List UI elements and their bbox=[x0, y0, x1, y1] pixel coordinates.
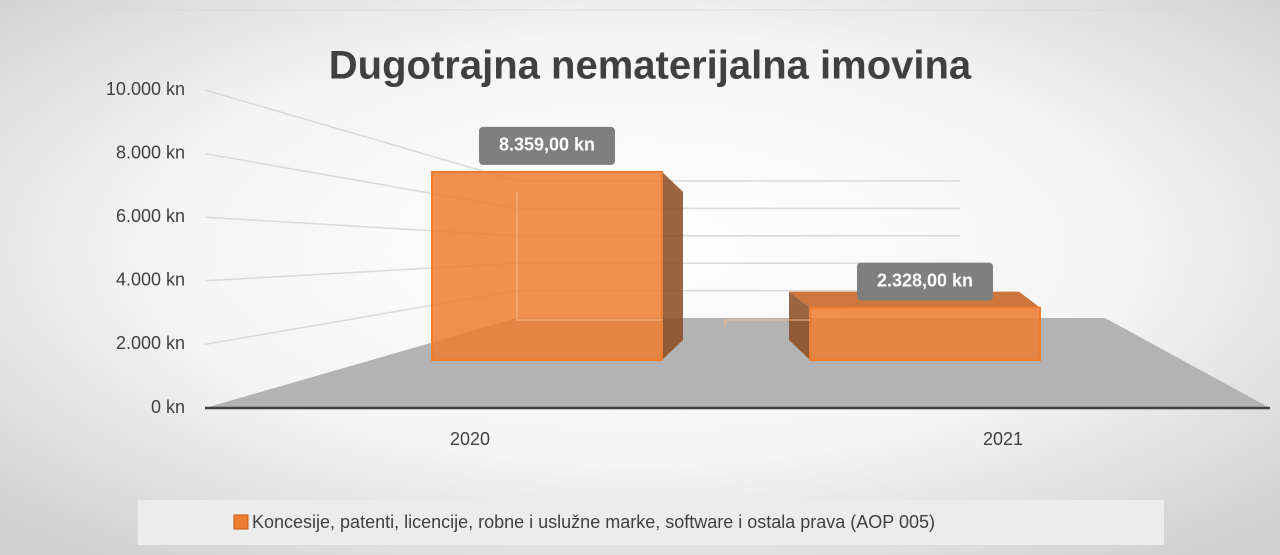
bar bbox=[809, 306, 1041, 361]
y-tick-label: 6.000 kn bbox=[116, 206, 185, 226]
y-tick-label: 0 kn bbox=[151, 397, 185, 417]
bar-inner-edge bbox=[724, 319, 810, 328]
x-tick-label: 2021 bbox=[983, 429, 1023, 449]
bar bbox=[431, 170, 663, 361]
legend bbox=[138, 500, 1164, 545]
bar-side bbox=[662, 171, 683, 360]
value-label: 8.359,00 kn bbox=[499, 135, 595, 155]
value-label-box bbox=[857, 262, 993, 301]
value-label-box bbox=[479, 126, 615, 165]
bar-side bbox=[789, 291, 810, 360]
value-label: 2.328,00 kn bbox=[877, 270, 973, 290]
y-tick-label: 8.000 kn bbox=[116, 142, 185, 162]
legend-swatch bbox=[233, 514, 249, 530]
y-tick-label: 2.000 kn bbox=[116, 333, 185, 353]
x-tick-label: 2020 bbox=[450, 429, 490, 449]
y-tick-label: 10.000 kn bbox=[106, 79, 185, 99]
bar-inner-edge bbox=[516, 191, 662, 321]
y-tick-label: 4.000 kn bbox=[116, 270, 185, 290]
chart-title: Dugotrajna nematerijalna imovina bbox=[329, 44, 972, 88]
legend-label: Koncesije, patenti, licencije, robne i u… bbox=[252, 512, 935, 532]
